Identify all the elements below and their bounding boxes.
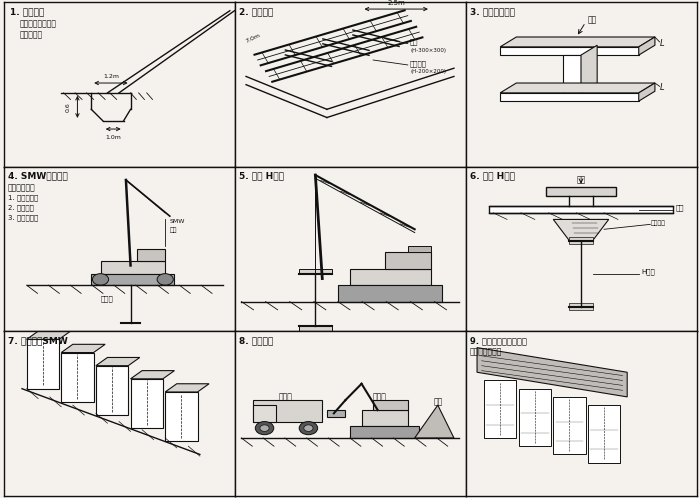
Text: 5. 置放 H型钓: 5. 置放 H型钓 <box>239 172 284 181</box>
Text: 3. 设定施工标志: 3. 设定施工标志 <box>470 7 515 16</box>
Polygon shape <box>62 344 105 353</box>
Text: 标志: 标志 <box>588 15 597 24</box>
Text: (H-200×200): (H-200×200) <box>410 69 446 74</box>
Text: 倾卸土: 倾卸土 <box>279 392 293 401</box>
Polygon shape <box>484 380 517 438</box>
Polygon shape <box>500 83 655 93</box>
Text: 及做泥水沟: 及做泥水沟 <box>20 30 43 39</box>
Polygon shape <box>327 410 345 417</box>
Text: 7. 施工完成SMW: 7. 施工完成SMW <box>8 336 68 345</box>
Polygon shape <box>96 366 128 415</box>
Text: 铺钢板: 铺钢板 <box>101 295 114 302</box>
Text: 钓撞摔拌程序: 钓撞摔拌程序 <box>8 183 36 192</box>
Text: (H-300×300): (H-300×300) <box>410 48 446 53</box>
Polygon shape <box>519 388 551 446</box>
Polygon shape <box>489 206 673 213</box>
Polygon shape <box>91 273 174 285</box>
Polygon shape <box>253 405 276 421</box>
Text: 确定是否有障碍物: 确定是否有障碍物 <box>20 19 57 28</box>
Polygon shape <box>581 45 597 93</box>
Text: 导轨横搁: 导轨横搁 <box>410 60 427 67</box>
Text: 挖土机: 挖土机 <box>373 392 387 401</box>
Polygon shape <box>500 37 655 47</box>
Polygon shape <box>299 269 332 273</box>
Polygon shape <box>165 392 197 441</box>
Polygon shape <box>547 187 616 196</box>
Text: 4. SMW钓撞摔拌: 4. SMW钓撞摔拌 <box>8 172 68 181</box>
Text: 1. 钓撞及摔拌: 1. 钓撞及摔拌 <box>8 195 38 201</box>
Polygon shape <box>27 331 71 340</box>
Polygon shape <box>500 47 638 55</box>
Polygon shape <box>588 405 620 463</box>
Text: 吊架: 吊架 <box>576 175 586 184</box>
Text: 1. 导沟开挖: 1. 导沟开挖 <box>10 7 45 16</box>
Polygon shape <box>477 348 627 397</box>
Text: 废土: 废土 <box>433 397 442 406</box>
Circle shape <box>157 273 174 285</box>
Text: 1.2m: 1.2m <box>103 74 119 79</box>
Text: 2. 置复摔拌: 2. 置复摔拌 <box>8 205 34 211</box>
Text: 2. 置放导轨: 2. 置放导轨 <box>239 7 274 16</box>
Polygon shape <box>101 260 165 273</box>
Polygon shape <box>62 353 94 402</box>
Polygon shape <box>165 384 209 392</box>
Polygon shape <box>563 55 581 93</box>
Polygon shape <box>339 285 442 302</box>
Text: 2.5m: 2.5m <box>387 0 405 6</box>
Polygon shape <box>96 358 140 366</box>
Text: 1.0m: 1.0m <box>105 135 121 140</box>
Circle shape <box>304 425 313 431</box>
Text: 8. 废土运输: 8. 废土运输 <box>239 336 274 345</box>
Text: 导轨: 导轨 <box>676 205 684 211</box>
Polygon shape <box>385 252 431 269</box>
Text: 导轨: 导轨 <box>410 39 419 45</box>
Polygon shape <box>553 220 609 241</box>
Text: 3. 拉上时摔拌: 3. 拉上时摔拌 <box>8 215 38 221</box>
Text: 7.0m: 7.0m <box>245 33 261 44</box>
Polygon shape <box>350 426 419 438</box>
Text: 导轨横搁: 导轨横搁 <box>650 220 665 226</box>
Polygon shape <box>407 246 431 252</box>
Polygon shape <box>253 400 322 421</box>
Polygon shape <box>638 37 655 55</box>
Text: 钻机: 钻机 <box>170 228 177 233</box>
Polygon shape <box>570 303 592 310</box>
Circle shape <box>256 421 274 435</box>
Polygon shape <box>373 400 407 410</box>
Polygon shape <box>131 371 174 379</box>
Text: 0.6: 0.6 <box>66 102 71 112</box>
Polygon shape <box>500 93 638 101</box>
Text: 9. 型钓顶端连结架施工: 9. 型钓顶端连结架施工 <box>470 336 527 345</box>
Polygon shape <box>570 238 592 244</box>
Text: 6. 固定 H型钓: 6. 固定 H型钓 <box>470 172 515 181</box>
Polygon shape <box>350 269 431 285</box>
Text: SMW: SMW <box>170 220 186 225</box>
Text: L: L <box>659 84 664 93</box>
Circle shape <box>260 425 269 431</box>
Polygon shape <box>414 405 454 438</box>
Circle shape <box>92 273 108 285</box>
Polygon shape <box>137 249 165 260</box>
Polygon shape <box>27 340 59 388</box>
Polygon shape <box>131 379 163 428</box>
Polygon shape <box>638 83 655 101</box>
Circle shape <box>299 421 318 435</box>
Text: H型钢: H型钢 <box>641 269 654 275</box>
Polygon shape <box>299 326 332 331</box>
Polygon shape <box>553 397 586 454</box>
Polygon shape <box>362 410 407 426</box>
Text: L: L <box>659 39 664 48</box>
Text: 浇筑钓筋混凝土: 浇筑钓筋混凝土 <box>470 348 503 357</box>
